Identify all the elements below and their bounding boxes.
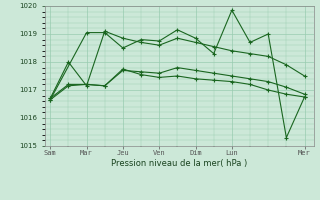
X-axis label: Pression niveau de la mer( hPa ): Pression niveau de la mer( hPa ) bbox=[111, 159, 247, 168]
